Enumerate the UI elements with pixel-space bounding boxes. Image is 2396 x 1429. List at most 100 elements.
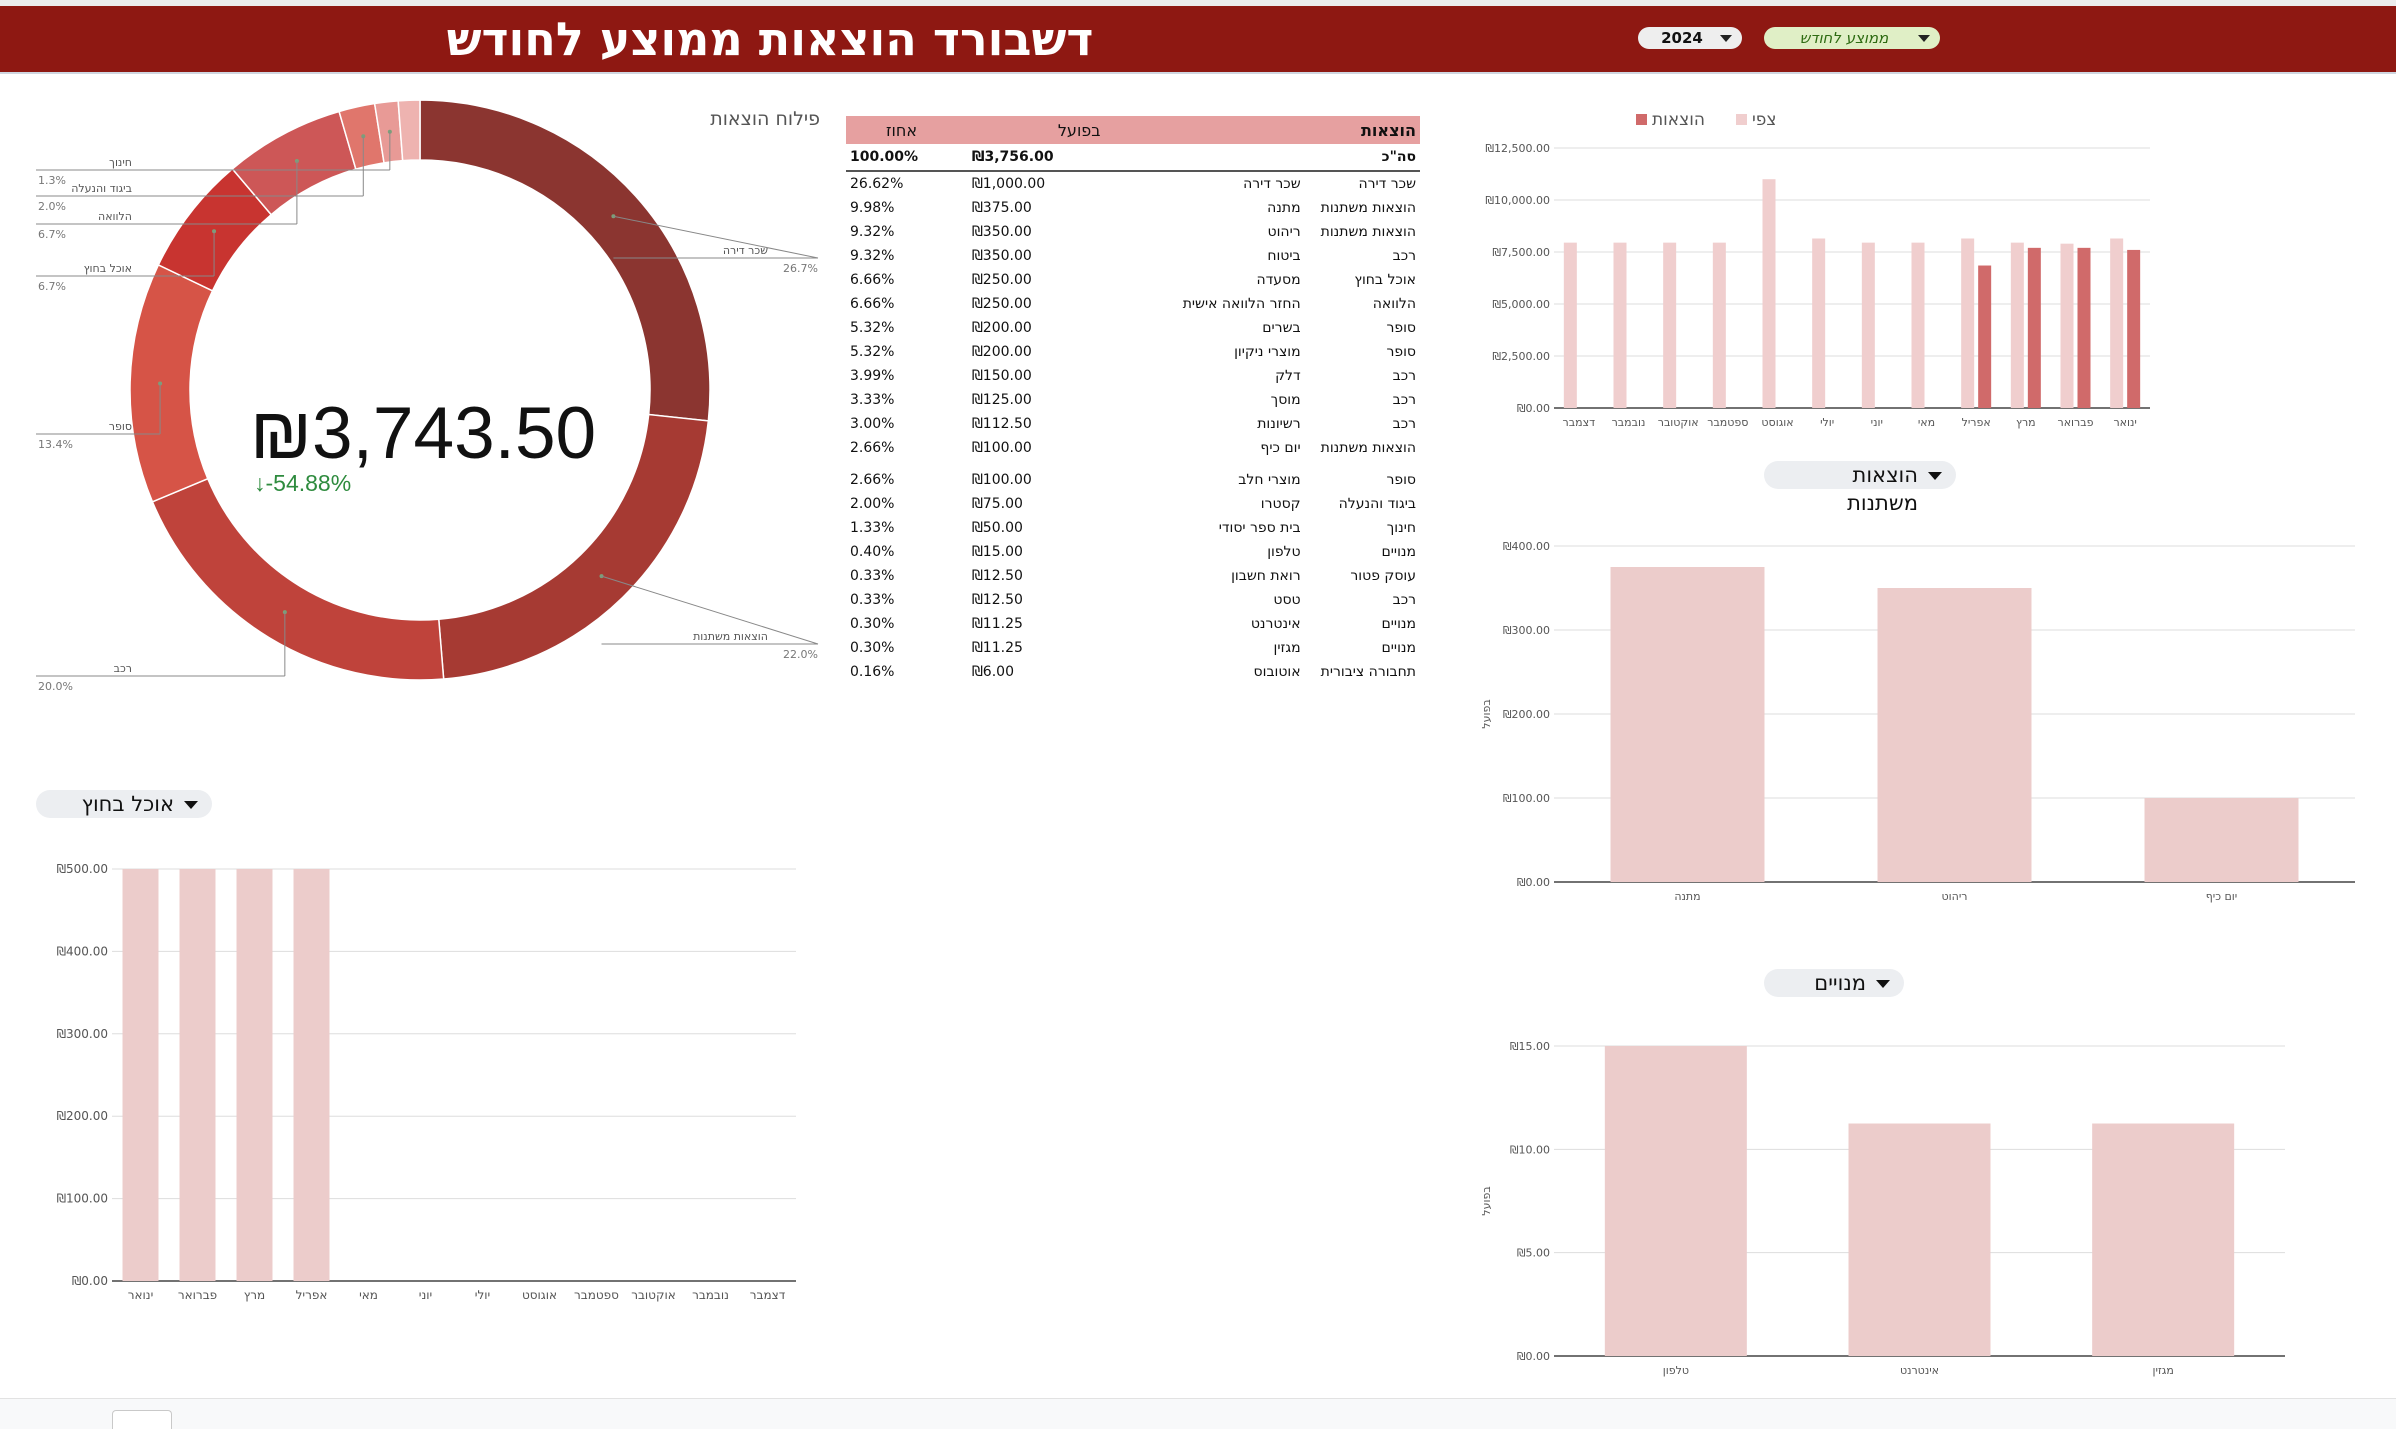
slice-label: חינוך: [109, 156, 132, 169]
x-tick-label: אוגוסט: [1761, 416, 1793, 429]
table-row: הוצאות משתנות ריהוט ₪350.00 9.32%: [846, 220, 1420, 244]
cell-actual: ₪100.00: [971, 472, 1032, 488]
cell-percent: 9.32%: [850, 224, 895, 240]
cell-actual: ₪112.50: [971, 416, 1032, 432]
table-row: רכב ביטוח ₪350.00 9.32%: [846, 244, 1420, 268]
cell-category: רכב: [1392, 392, 1416, 408]
x-tick-label: אוקטובר: [1658, 416, 1699, 429]
x-tick-label: יוני: [419, 1288, 432, 1302]
slice-label: שכר דירה: [723, 244, 768, 257]
x-tick-label: ינואר: [128, 1288, 154, 1302]
bar: [1861, 242, 1875, 408]
x-tick-label: פברואר: [2058, 416, 2094, 429]
cell-item: טסט: [1273, 592, 1301, 608]
x-tick-label: אוגוסט: [522, 1288, 557, 1302]
cell-item: מוצרי ניקיון: [1234, 344, 1301, 360]
cell-percent: 3.00%: [850, 416, 895, 432]
bar: [1961, 238, 1975, 408]
x-tick-label: מתנה: [1674, 890, 1700, 903]
cell-item: החזר הלוואה אישית: [1182, 296, 1301, 312]
chevron-down-icon: [184, 801, 198, 809]
eating-out-label: אוכל בחוץ: [81, 792, 174, 816]
bar: [1613, 242, 1627, 408]
sheet-tab[interactable]: [112, 1410, 172, 1429]
cell-category: ביגוד והנעלה: [1338, 496, 1416, 512]
cell-category: רכב: [1392, 248, 1416, 264]
slice-label: רכב: [114, 662, 132, 675]
cell-percent: 5.32%: [850, 320, 895, 336]
subscriptions-dropdown[interactable]: מנויים: [1764, 969, 1904, 997]
year-dropdown[interactable]: 2024: [1638, 27, 1742, 49]
donut-title: פילוח הוצאות: [710, 108, 820, 130]
bar: [1610, 567, 1765, 882]
eating-out-chart: ₪0.00 ₪100.00 ₪200.00 ₪300.00 ₪400.00 ₪500.00…: [57, 862, 796, 1302]
table-row: מנויים טלפון ₪15.00 0.40%: [846, 540, 1420, 564]
cell-percent: 0.33%: [850, 592, 895, 608]
variable-expenses-dropdown[interactable]: הוצאות משתנות: [1764, 461, 1956, 515]
total-label: סה"כ: [1304, 144, 1420, 172]
dashboard-title: דשבורד הוצאות ממוצע לחודש: [446, 12, 1094, 66]
cell-actual: ₪75.00: [971, 496, 1023, 512]
cell-category: עוסק פטור: [1350, 568, 1416, 584]
cell-percent: 0.16%: [850, 664, 895, 680]
x-tick-label: יום כיף: [2206, 890, 2238, 903]
table-row: רכב רשיונות ₪112.50 3.00%: [846, 412, 1420, 436]
eating-out-dropdown[interactable]: אוכל בחוץ: [36, 790, 212, 818]
x-tick-label: נובמבר: [692, 1288, 729, 1302]
cell-category: תחבורה ציבורית: [1320, 664, 1416, 680]
cell-actual: ₪11.25: [971, 616, 1023, 632]
bar: [1563, 242, 1577, 408]
bar: [1911, 242, 1925, 408]
bar: [2092, 1123, 2235, 1356]
cell-item: דלק: [1275, 368, 1301, 384]
cell-actual: ₪11.25: [971, 640, 1023, 656]
bar: [1663, 242, 1677, 408]
x-tick-label: ספטמבר: [1707, 416, 1748, 429]
x-tick-label: מרץ: [244, 1288, 265, 1302]
x-tick-label: דצמבר: [750, 1288, 786, 1302]
x-tick-label: אינטרנט: [1900, 1364, 1939, 1377]
dashboard-header: דשבורד הוצאות ממוצע לחודש: [0, 6, 2396, 72]
slice-label: הוצאות משתנות: [693, 630, 768, 643]
table-row: הוצאות משתנות יום כיף ₪100.00 2.66%: [846, 436, 1420, 460]
cell-percent: 3.99%: [850, 368, 895, 384]
bar: [2127, 249, 2141, 408]
cell-percent: 0.40%: [850, 544, 895, 560]
cell-actual: ₪375.00: [971, 200, 1032, 216]
bar: [2027, 247, 2041, 408]
cell-item: קסטרו: [1260, 496, 1301, 512]
bar: [1812, 238, 1826, 408]
slice-label: אוכל בחוץ: [84, 262, 132, 275]
sheet-bottom-bar: [0, 1398, 2396, 1429]
table-row: תחבורה ציבורית אוטובוס ₪6.00 0.16%: [846, 660, 1420, 684]
subscriptions-label: מנויים: [1814, 971, 1866, 995]
table-spacer-row: [846, 460, 1420, 468]
bar: [122, 869, 159, 1281]
cell-category: סופר: [1386, 320, 1416, 336]
cell-actual: ₪100.00: [971, 440, 1032, 456]
slice-percent: 6.7%: [38, 280, 66, 293]
cell-item: טלפון: [1267, 544, 1301, 560]
y-tick-label: ₪400.00: [1503, 540, 1550, 553]
col-header-category: הוצאות: [1304, 116, 1420, 144]
slice-percent: 1.3%: [38, 174, 66, 187]
cell-item: בשרים: [1262, 320, 1301, 336]
bar: [1848, 1123, 1991, 1356]
x-tick-label: דצמבר: [1563, 416, 1596, 429]
cell-item: ריהוט: [1267, 224, 1301, 240]
leader-line: [613, 215, 819, 259]
slice-label: הלוואה: [98, 210, 132, 223]
cell-category: סופר: [1386, 472, 1416, 488]
table-row: הלוואה החזר הלוואה אישית ₪250.00 6.66%: [846, 292, 1420, 316]
kpi-total-value: ₪3,743.50: [250, 393, 597, 474]
donut-slice: [129, 263, 214, 503]
bar: [2077, 247, 2091, 408]
mode-dropdown[interactable]: ממוצע לחודש: [1764, 27, 1940, 49]
y-tick-label: ₪0.00: [1517, 1350, 1550, 1363]
kpi-delta: ↓-54.88%: [254, 470, 351, 497]
arrow-down-icon: ↓: [254, 470, 266, 496]
cell-actual: ₪15.00: [971, 544, 1023, 560]
x-tick-label: יוני: [1871, 416, 1883, 429]
chevron-down-icon: [1720, 35, 1732, 42]
chevron-down-icon: [1876, 980, 1890, 988]
